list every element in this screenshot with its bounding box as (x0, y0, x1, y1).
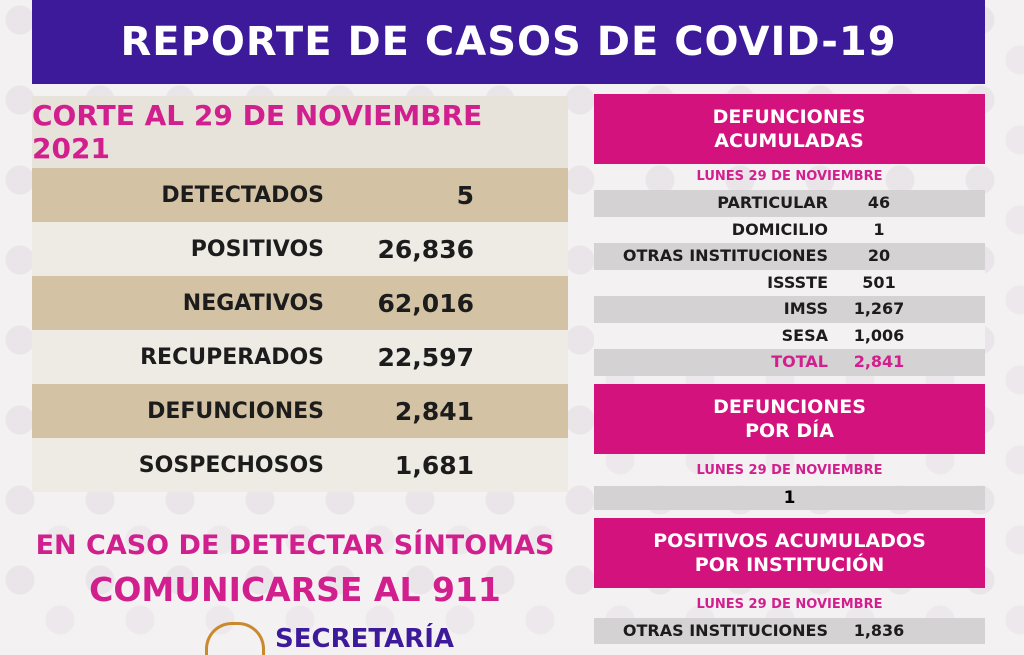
deaths-daily-value: 1 (594, 485, 985, 510)
positives-institution-title: POSITIVOS ACUMULADOS POR INSTITUCIÓN (653, 529, 926, 576)
deaths-daily-date: LUNES 29 DE NOVIEMBRE (696, 462, 883, 478)
institution-label: PARTICULAR (717, 193, 828, 212)
institution-value: 1 (873, 219, 885, 239)
stat-value: 62,016 (377, 288, 474, 318)
institution-label: OTRAS INSTITUCIONES (622, 246, 828, 265)
stat-row: DEFUNCIONES 2,841 (32, 384, 568, 438)
deaths-cumulative-date: LUNES 29 DE NOVIEMBRE (696, 169, 883, 184)
stat-row: SOSPECHOSOS 1,681 (32, 438, 568, 492)
institution-label: SESA (781, 325, 828, 345)
stat-row: NEGATIVOS 62,016 (32, 276, 568, 330)
report-title-banner: REPORTE DE CASOS DE COVID-19 (32, 0, 985, 84)
deaths-row: ISSSTE 501 (594, 269, 985, 296)
stat-label: RECUPERADOS (140, 344, 324, 370)
deaths-daily-header: DEFUNCIONES POR DÍA (594, 383, 985, 454)
institution-value: 1,836 (853, 620, 905, 640)
stat-value: 26,836 (377, 234, 474, 264)
deaths-row: IMSS 1,267 (594, 296, 985, 323)
stat-row: POSITIVOS 26,836 (32, 222, 568, 276)
positives-institution-header: POSITIVOS ACUMULADOS POR INSTITUCIÓN (594, 517, 985, 588)
stat-value: 2,841 (394, 396, 474, 426)
deaths-row: OTRAS INSTITUCIONES 20 (594, 243, 985, 270)
institution-label: ISSSTE (767, 272, 828, 292)
institution-value: 20 (867, 246, 891, 265)
report-title: REPORTE DE CASOS DE COVID-19 (120, 19, 897, 65)
stat-row: DETECTADOS 5 (32, 168, 568, 222)
institution-value: 1,006 (853, 325, 905, 345)
institution-label: IMSS (783, 299, 828, 318)
deaths-total-row: TOTAL 2,841 (594, 349, 985, 376)
deaths-cumulative-header: DEFUNCIONES ACUMULADAS (594, 94, 985, 164)
emergency-number: COMUNICARSE AL 911 (89, 570, 501, 609)
symptoms-notice: EN CASO DE DETECTAR SÍNTOMAS (35, 530, 555, 561)
logo-emblem-icon (205, 622, 265, 655)
total-value: 2,841 (853, 352, 905, 371)
deaths-daily-title: DEFUNCIONES POR DÍA (713, 395, 866, 442)
cutoff-date: CORTE AL 29 DE NOVIEMBRE 2021 (32, 96, 568, 168)
positives-row: OTRAS INSTITUCIONES 1,836 (594, 617, 985, 644)
positives-institution-date: LUNES 29 DE NOVIEMBRE (696, 596, 883, 612)
deaths-row: DOMICILIO 1 (594, 216, 985, 243)
deaths-row: PARTICULAR 46 (594, 190, 985, 217)
institution-value: 46 (867, 193, 891, 212)
summary-panel: CORTE AL 29 DE NOVIEMBRE 2021 DETECTADOS… (32, 96, 568, 492)
secretaria-logo: SECRETARÍA (205, 622, 454, 655)
stat-label: SOSPECHOSOS (138, 452, 324, 478)
stat-label: POSITIVOS (190, 236, 324, 262)
logo-text: SECRETARÍA (275, 623, 455, 654)
stat-label: DETECTADOS (161, 182, 324, 208)
deaths-row: SESA 1,006 (594, 322, 985, 349)
stat-label: NEGATIVOS (182, 290, 324, 316)
institution-label: DOMICILIO (731, 219, 828, 239)
institution-value: 1,267 (853, 299, 905, 318)
stat-row: RECUPERADOS 22,597 (32, 330, 568, 384)
institution-label: OTRAS INSTITUCIONES (622, 620, 828, 640)
stat-value: 5 (456, 180, 474, 210)
stat-value: 22,597 (377, 342, 474, 372)
stat-label: DEFUNCIONES (147, 398, 324, 424)
institution-value: 501 (862, 272, 896, 292)
total-label: TOTAL (771, 352, 828, 371)
detail-panel: DEFUNCIONES ACUMULADAS LUNES 29 DE NOVIE… (594, 94, 985, 644)
stat-value: 1,681 (394, 450, 474, 480)
